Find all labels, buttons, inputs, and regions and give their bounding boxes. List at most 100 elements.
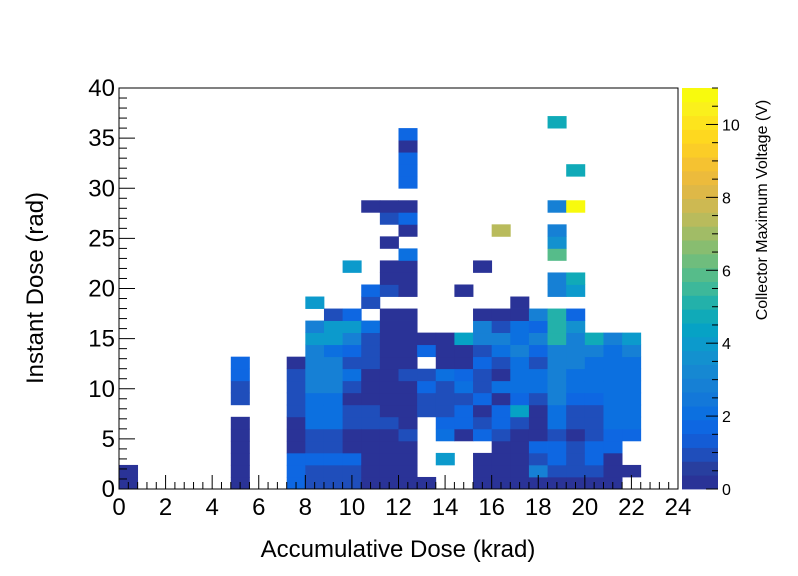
heatmap-bin	[398, 368, 418, 382]
heatmap-bin	[286, 380, 306, 394]
heatmap-bin	[528, 380, 548, 394]
heatmap-bin	[379, 212, 399, 225]
heatmap-bin	[584, 440, 604, 454]
heatmap-bin	[286, 440, 306, 454]
heatmap-bin	[361, 404, 381, 418]
heatmap-bin	[379, 260, 399, 273]
heatmap-bin	[622, 404, 642, 418]
heatmap-bin	[528, 344, 548, 358]
heatmap-bin	[454, 392, 474, 406]
color-scale-swatch	[682, 447, 718, 462]
heatmap-bin	[566, 356, 586, 370]
heatmap-bin	[305, 356, 325, 370]
heatmap-bin	[361, 416, 381, 430]
heatmap-bin	[473, 260, 493, 273]
y-tick-label: 20	[88, 276, 115, 303]
heatmap-bin	[528, 332, 548, 346]
heatmap-bin	[230, 392, 250, 406]
heatmap-bin	[305, 404, 325, 418]
heatmap-bin	[473, 368, 493, 382]
heatmap-bin	[379, 308, 399, 321]
heatmap-bin	[622, 356, 642, 370]
heatmap-bin	[473, 380, 493, 394]
heatmap-bin	[398, 212, 418, 225]
heatmap-bin	[491, 332, 511, 346]
color-scale-swatch	[682, 378, 718, 393]
heatmap-bin	[547, 380, 567, 394]
heatmap-bin	[361, 332, 381, 346]
heatmap-bin	[510, 440, 530, 454]
heatmap-bin	[342, 392, 362, 406]
heatmap-bin	[454, 356, 474, 370]
heatmap-bin	[361, 464, 381, 478]
color-scale-swatch	[682, 475, 718, 490]
heatmap-bin	[323, 416, 343, 430]
z-tick-label: 10	[722, 117, 740, 134]
heatmap-bin	[379, 344, 399, 358]
y-axis-ticks: 0 5 10 15 20 25 30 35 40	[88, 75, 135, 503]
heatmap-bin	[435, 368, 455, 382]
heatmap-bin	[435, 356, 455, 370]
heatmap-bin	[547, 344, 567, 358]
heatmap-bin	[547, 404, 567, 418]
heatmap-bin	[510, 404, 530, 418]
heatmap-bin	[510, 296, 530, 309]
heatmap-bin	[379, 200, 399, 213]
heatmap-bin	[566, 332, 586, 346]
color-scale-swatch	[682, 350, 718, 365]
heatmap-bin	[603, 368, 623, 382]
heatmap-bin	[342, 260, 362, 273]
heatmap-bin	[566, 272, 586, 285]
heatmap-bin	[547, 224, 567, 237]
heatmap-bin	[528, 452, 548, 466]
heatmap-bin	[398, 164, 418, 177]
heatmap-bin	[566, 404, 586, 418]
heatmap-bin	[379, 368, 399, 382]
heatmap-bin	[491, 404, 511, 418]
x-tick-label: 2	[159, 494, 172, 521]
heatmap-bin	[323, 320, 343, 334]
heatmap-bin	[454, 416, 474, 430]
heatmap-bin	[454, 428, 474, 442]
heatmap-bin	[417, 344, 437, 358]
heatmap-bin	[547, 320, 567, 334]
heatmap-bin	[547, 200, 567, 213]
heatmap-bin	[379, 392, 399, 406]
heatmap-bin	[584, 464, 604, 478]
heatmap-bin	[547, 116, 567, 129]
x-axis-title: Accumulative Dose (krad)	[261, 536, 536, 563]
heatmap-bin	[622, 380, 642, 394]
color-scale-swatch	[682, 461, 718, 476]
z-tick-label: 4	[722, 336, 731, 353]
heatmap-bin	[323, 332, 343, 346]
heatmap-bin	[435, 452, 455, 466]
heatmap-bin	[584, 356, 604, 370]
heatmap-bin	[528, 356, 548, 370]
heatmap-bin	[361, 356, 381, 370]
heatmap-bin	[379, 464, 399, 478]
z-tick-label: 2	[722, 409, 731, 426]
heatmap-bin	[398, 464, 418, 478]
heatmap-bin	[342, 356, 362, 370]
heatmap-bin	[566, 428, 586, 442]
color-scale-swatch	[682, 143, 718, 158]
heatmap-bin	[417, 404, 437, 418]
heatmap-bin	[603, 356, 623, 370]
heatmap-bin	[454, 368, 474, 382]
heatmap-bin	[398, 440, 418, 454]
heatmap-bin	[547, 428, 567, 442]
heatmap-bin	[305, 320, 325, 334]
heatmap-bin	[547, 368, 567, 382]
heatmap-bin	[305, 464, 325, 478]
heatmap-bin	[566, 320, 586, 334]
color-scale-swatch	[682, 129, 718, 144]
heatmap-bin	[491, 452, 511, 466]
color-scale-swatch	[682, 433, 718, 448]
heatmap-bin	[528, 464, 548, 478]
heatmap-bin	[603, 428, 623, 442]
color-scale-swatch	[682, 295, 718, 310]
heatmap-bin	[566, 380, 586, 394]
color-scale-swatch	[682, 392, 718, 407]
heatmap-bin	[566, 308, 586, 321]
color-scale-swatch	[682, 336, 718, 352]
